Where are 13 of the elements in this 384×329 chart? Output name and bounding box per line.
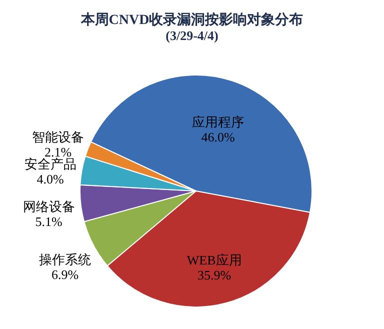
data-label: 4.0%: [36, 172, 64, 187]
chart-title: 本周CNVD收录漏洞按影响对象分布: [80, 12, 304, 28]
slice-label: 安全产品: [24, 156, 76, 172]
data-label: 5.1%: [35, 214, 63, 229]
slice-label: 操作系统: [39, 252, 92, 267]
slice-label: 应用程序: [192, 114, 244, 130]
data-label: 46.0%: [201, 130, 235, 145]
data-label: 35.9%: [198, 268, 232, 283]
chart-subtitle: (3/29-4/4): [166, 28, 218, 43]
slice-label: 网络设备: [22, 198, 75, 214]
slice-label: 智能设备: [32, 129, 84, 144]
slice-label: WEB应用: [186, 252, 242, 268]
data-label: 6.9%: [51, 266, 79, 282]
